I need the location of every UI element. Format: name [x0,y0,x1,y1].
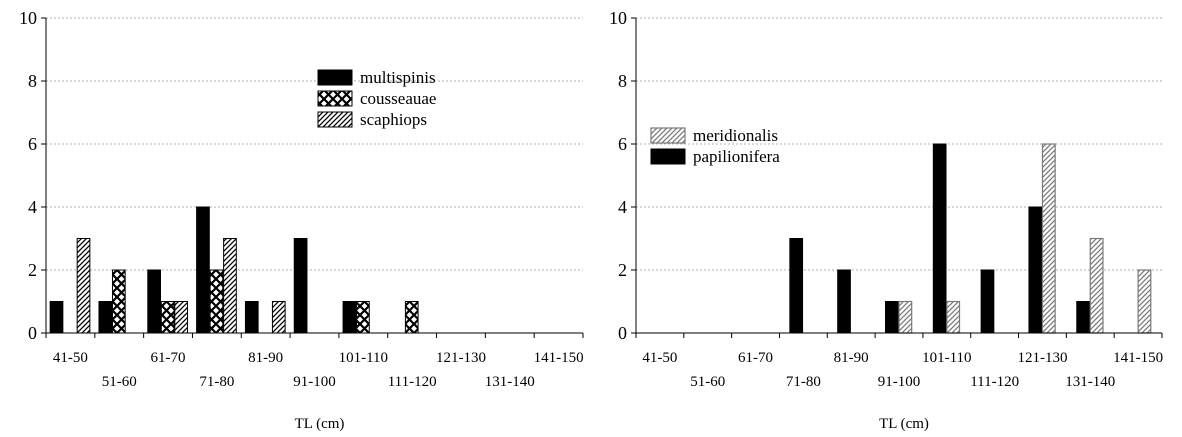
legend-swatch-papilionifera [650,148,686,165]
legend-label-meridionalis: meridionalis [693,126,778,145]
legend-label-papilionifera: papilionifera [693,147,780,166]
x-tick-label: 141-150 [534,350,584,366]
x-tick-label: 51-60 [690,374,725,390]
y-tick-label: 0 [28,323,37,343]
bar-meridionalis-101-110 [946,300,961,334]
y-tick-label: 10 [609,8,627,28]
y-tick-label: 8 [618,71,627,91]
x-tick-label: 121-130 [1017,350,1067,366]
bar-multispinis-81-90 [244,301,259,334]
x-tick-label: 71-80 [199,374,234,390]
x-axis-label: TL (cm) [879,416,929,432]
bar-scaphiops-71-80 [223,238,237,334]
bar-papilionifera-81-90 [837,269,851,334]
bar-multispinis-41-50 [49,301,64,334]
y-tick-label: 4 [618,197,627,217]
bar-meridionalis-91-100 [898,300,913,334]
bar-scaphiops-81-90 [271,301,286,334]
bar-meridionalis-131-140 [1089,237,1104,334]
legend-label-multispinis: multispinis [360,68,436,87]
bar-meridionalis-121-130 [1041,143,1056,334]
y-tick-label: 0 [618,323,627,343]
x-tick-label: 131-140 [1065,374,1115,390]
y-tick-label: 6 [618,134,627,154]
legend-swatch-cousseauae [317,90,353,107]
x-tick-label: 41-50 [53,350,88,366]
y-tick-label: 2 [618,260,627,280]
legend-label-cousseauae: cousseauae [360,89,436,108]
bar-cousseauae-61-70 [160,301,175,334]
bar-papilionifera-121-130 [1028,206,1043,334]
legend-label-scaphiops: scaphiops [360,110,427,129]
bar-multispinis-71-80 [196,206,210,334]
x-tick-label: 81-90 [248,350,283,366]
y-tick-label: 10 [19,8,37,28]
x-tick-label: 61-70 [151,350,186,366]
y-tick-label: 6 [28,134,37,154]
bar-cousseauae-51-60 [111,269,126,334]
x-tick-label: 61-70 [738,350,773,366]
x-tick-label: 101-110 [922,350,971,366]
legend-swatch-scaphiops [317,111,353,128]
x-tick-label: 131-140 [485,374,535,390]
bar-cousseauae-71-80 [209,269,224,334]
bar-papilionifera-111-120 [980,269,995,334]
legend-swatch-meridionalis [650,127,686,144]
bar-scaphiops-41-50 [76,238,91,334]
bar-papilionifera-131-140 [1076,301,1090,334]
x-axis-label: TL (cm) [295,416,345,432]
right-chart: 0 2 4 6 8 10 41-50 51-60 61-70 71-80 81-90 91-10010… [609,8,1163,432]
x-tick-label: 101-110 [339,350,388,366]
bar-papilionifera-101-110 [932,143,947,334]
x-tick-label: 121-130 [436,350,486,366]
x-tick-label: 91-100 [293,374,336,390]
x-tick-label: 111-120 [388,374,437,390]
bar-multispinis-101-110 [342,301,357,334]
x-tick-label: 111-120 [970,374,1019,390]
x-tick-label: 141-150 [1113,350,1163,366]
y-tick-label: 4 [28,197,37,217]
bar-multispinis-91-100 [293,238,308,334]
legend-swatch-multispinis [317,69,353,86]
bar-scaphiops-61-70 [174,301,188,334]
x-tick-label: 41-50 [642,350,677,366]
bar-cousseauae-111-120 [404,301,419,334]
bar-papilionifera-91-100 [885,301,899,334]
y-tick-label: 2 [28,260,37,280]
bar-cousseauae-101-110 [356,301,370,334]
x-tick-label: 71-80 [786,374,821,390]
y-tick-label: 8 [28,71,37,91]
bar-multispinis-61-70 [147,269,161,334]
bar-papilionifera-71-80 [789,238,804,334]
left-chart: 0 2 4 6 8 10 41-50 51-60 61-70 71-80 81-90 91-10010… [19,8,584,432]
bar-multispinis-51-60 [98,301,113,334]
x-tick-label: 91-100 [878,374,921,390]
bar-meridionalis-141-150 [1137,269,1152,334]
x-tick-label: 51-60 [102,374,137,390]
x-tick-label: 81-90 [834,350,869,366]
